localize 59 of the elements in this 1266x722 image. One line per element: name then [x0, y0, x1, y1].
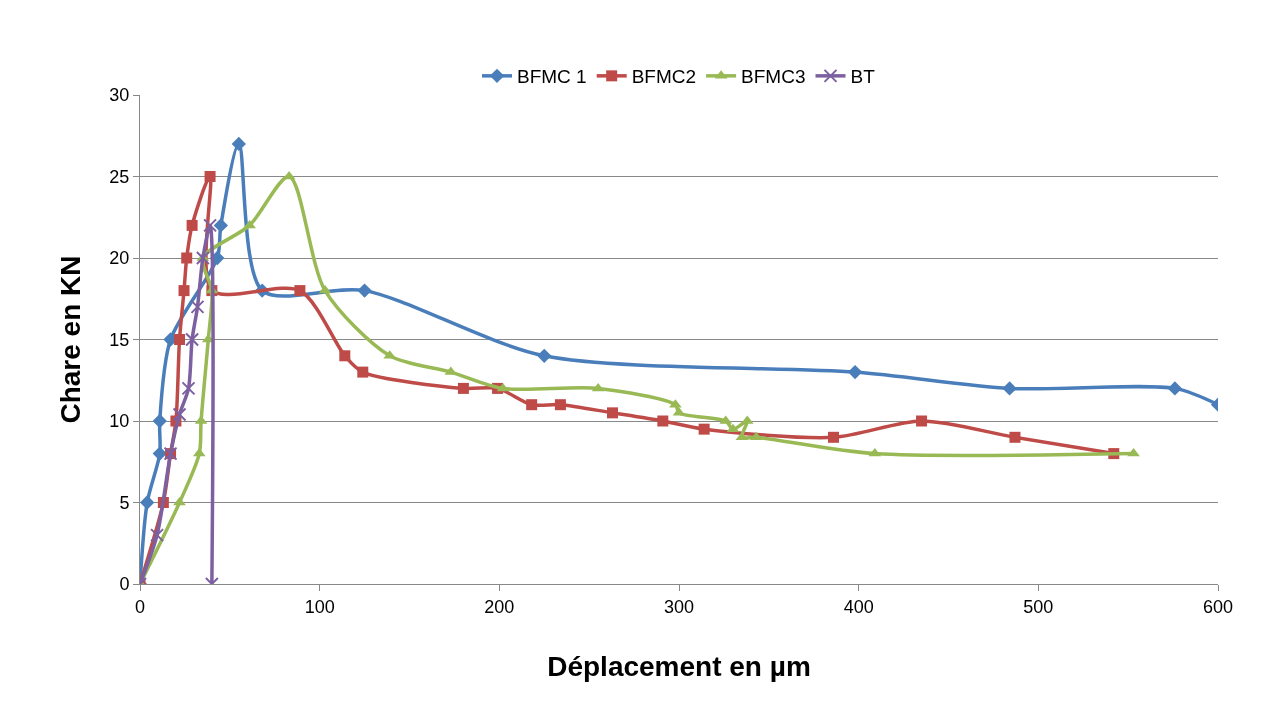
- point: [204, 171, 216, 182]
- x-tick-label: 300: [663, 596, 695, 617]
- point: [357, 366, 369, 378]
- point: [591, 382, 605, 392]
- x-tick-label: 600: [1202, 596, 1234, 617]
- x-tick-label: 500: [1023, 596, 1054, 617]
- legend-label: BFMC3: [741, 66, 806, 88]
- y-tick-label: 15: [109, 329, 130, 350]
- point: [1009, 431, 1021, 443]
- y-tick-label: 20: [109, 248, 130, 269]
- point: [357, 283, 372, 298]
- point: [152, 413, 167, 429]
- y-tick-label: 5: [119, 492, 130, 513]
- y-tick-label: 30: [109, 85, 130, 106]
- point: [231, 136, 246, 152]
- x-tick-label: 200: [484, 596, 515, 617]
- point: [457, 382, 469, 394]
- point: [213, 218, 228, 233]
- point: [185, 332, 200, 347]
- x-tick-label: 400: [843, 596, 874, 617]
- point: [294, 285, 306, 297]
- point: [203, 218, 218, 233]
- point: [150, 528, 165, 543]
- point: [735, 431, 749, 441]
- legend-label: BFMC2: [631, 66, 697, 88]
- y-tick-label: 10: [109, 411, 130, 432]
- point: [1167, 381, 1183, 396]
- point: [916, 415, 928, 427]
- point: [537, 348, 552, 363]
- point: [749, 431, 763, 441]
- x-tick-label: 100: [304, 596, 335, 617]
- point: [181, 381, 196, 396]
- legend-label: BT: [850, 66, 876, 88]
- x-axis-title: Déplacement en µm: [547, 650, 811, 682]
- point: [172, 407, 187, 422]
- point: [152, 446, 167, 461]
- x-tick-label: 0: [134, 596, 146, 617]
- point: [140, 495, 155, 510]
- point: [243, 219, 256, 229]
- point: [190, 299, 205, 314]
- point: [1002, 381, 1017, 396]
- point: [181, 252, 193, 264]
- y-tick-label: 0: [119, 574, 130, 595]
- point: [174, 334, 186, 345]
- y-axis-title: Chare en KN: [55, 255, 87, 424]
- point: [847, 364, 863, 380]
- point: [496, 382, 510, 392]
- point: [657, 415, 669, 427]
- point: [178, 285, 190, 297]
- point: [186, 219, 198, 231]
- point: [698, 423, 710, 435]
- point: [607, 407, 619, 419]
- legend-label: BFMC 1: [517, 66, 587, 88]
- point: [828, 431, 840, 443]
- point: [554, 399, 566, 411]
- y-tick-label: 25: [109, 166, 130, 187]
- point: [195, 251, 210, 265]
- point: [339, 350, 351, 362]
- point: [526, 399, 538, 411]
